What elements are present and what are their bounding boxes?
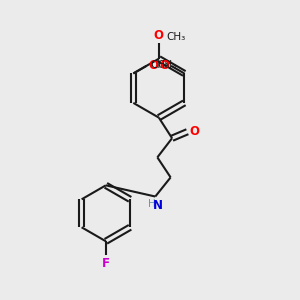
Text: CH₃: CH₃: [150, 60, 169, 70]
Text: F: F: [102, 257, 110, 271]
Text: O: O: [159, 59, 169, 72]
Text: CH₃: CH₃: [167, 32, 186, 42]
Text: N: N: [153, 199, 163, 212]
Text: CH₃: CH₃: [157, 60, 176, 70]
Text: O: O: [148, 59, 158, 72]
Text: H: H: [148, 199, 156, 208]
Text: O: O: [153, 29, 163, 42]
Text: O: O: [189, 125, 199, 138]
